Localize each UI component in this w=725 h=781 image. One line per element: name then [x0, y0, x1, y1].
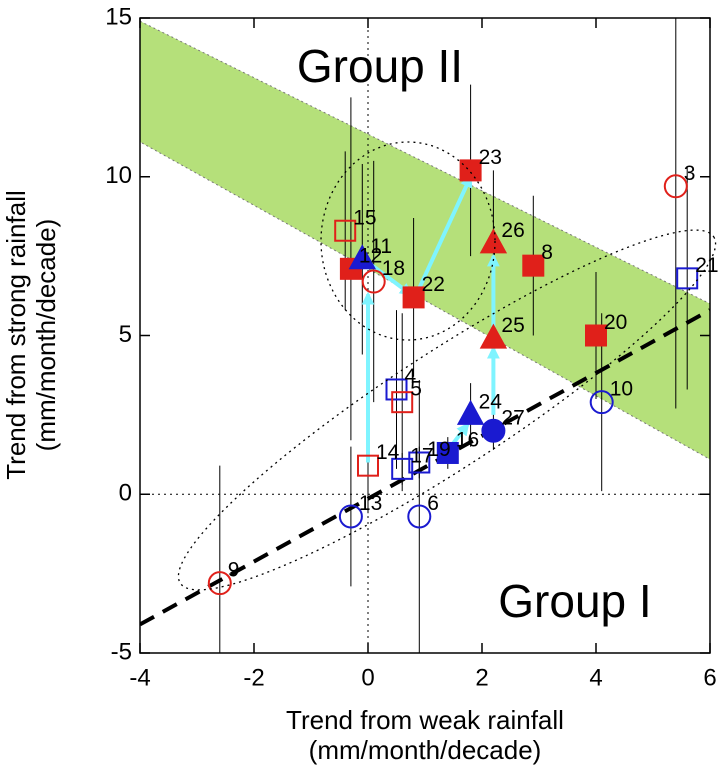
point-label: 4 [405, 365, 417, 388]
point-label: 3 [684, 162, 696, 185]
point [436, 441, 459, 464]
x-axis-label: (mm/month/decade) [309, 735, 542, 765]
x-tick-label: 0 [361, 664, 374, 691]
point-label: 5 [410, 378, 422, 401]
point [391, 391, 414, 414]
point-label: 20 [604, 311, 627, 334]
y-tick-label: 0 [119, 480, 132, 507]
point [207, 571, 232, 596]
point-label: 10 [610, 378, 633, 401]
y-tick-label: 5 [119, 321, 132, 348]
point [479, 323, 508, 349]
point-label: 15 [353, 206, 376, 229]
point [348, 244, 376, 270]
point-label: 13 [359, 492, 382, 515]
y-tick-label: 10 [105, 162, 132, 189]
point [334, 219, 357, 242]
x-tick-label: -2 [243, 664, 264, 691]
point-label: 6 [427, 492, 439, 515]
point-label: 17 [410, 444, 433, 467]
group-label: Group I [498, 575, 651, 627]
point [402, 286, 425, 309]
point-label: 19 [427, 438, 450, 461]
point [663, 174, 688, 199]
point [408, 451, 431, 474]
point [361, 269, 386, 294]
point-label: 18 [382, 257, 405, 280]
x-tick-label: -4 [129, 664, 150, 691]
point-label: 22 [422, 273, 445, 296]
point-label: 16 [456, 429, 479, 452]
point [357, 454, 379, 477]
point-label: 24 [479, 390, 503, 413]
point-label: 23 [479, 146, 502, 169]
x-tick-label: 4 [589, 664, 602, 691]
cluster-ellipse [177, 229, 717, 591]
point-label: 9 [228, 559, 240, 582]
plot-area [140, 18, 710, 653]
y-tick-label: -5 [111, 638, 132, 665]
point [459, 159, 482, 182]
arrow [414, 174, 473, 296]
point [391, 457, 414, 480]
y-tick-label: 15 [105, 3, 132, 30]
reference-line [140, 308, 710, 627]
x-tick-label: 6 [703, 664, 716, 691]
point [385, 378, 408, 401]
shaded-band [140, 20, 710, 460]
point-label: 11 [370, 235, 392, 258]
cluster-ellipse [320, 141, 496, 341]
point [522, 254, 545, 277]
point [481, 418, 506, 443]
decorations [177, 141, 717, 591]
point-label: 27 [501, 406, 524, 429]
point-label: 26 [501, 219, 524, 242]
x-axis-label: Trend from weak rainfall [286, 705, 564, 735]
point [407, 504, 432, 529]
point-label: 12 [359, 244, 382, 267]
point-label: 8 [541, 241, 553, 264]
y-axis-label: (mm/month/decade) [31, 219, 61, 452]
y-axis-label: Trend from strong rainfall [1, 190, 31, 479]
point [338, 504, 363, 529]
x-tick-label: 2 [475, 664, 488, 691]
group-label: Group II [297, 40, 463, 92]
point [589, 390, 614, 415]
point [456, 399, 485, 425]
point-label: 14 [376, 441, 400, 464]
point-label: 21 [695, 254, 718, 277]
point-label: 25 [501, 314, 524, 337]
point [585, 324, 607, 347]
point [676, 267, 699, 290]
point [479, 228, 508, 254]
